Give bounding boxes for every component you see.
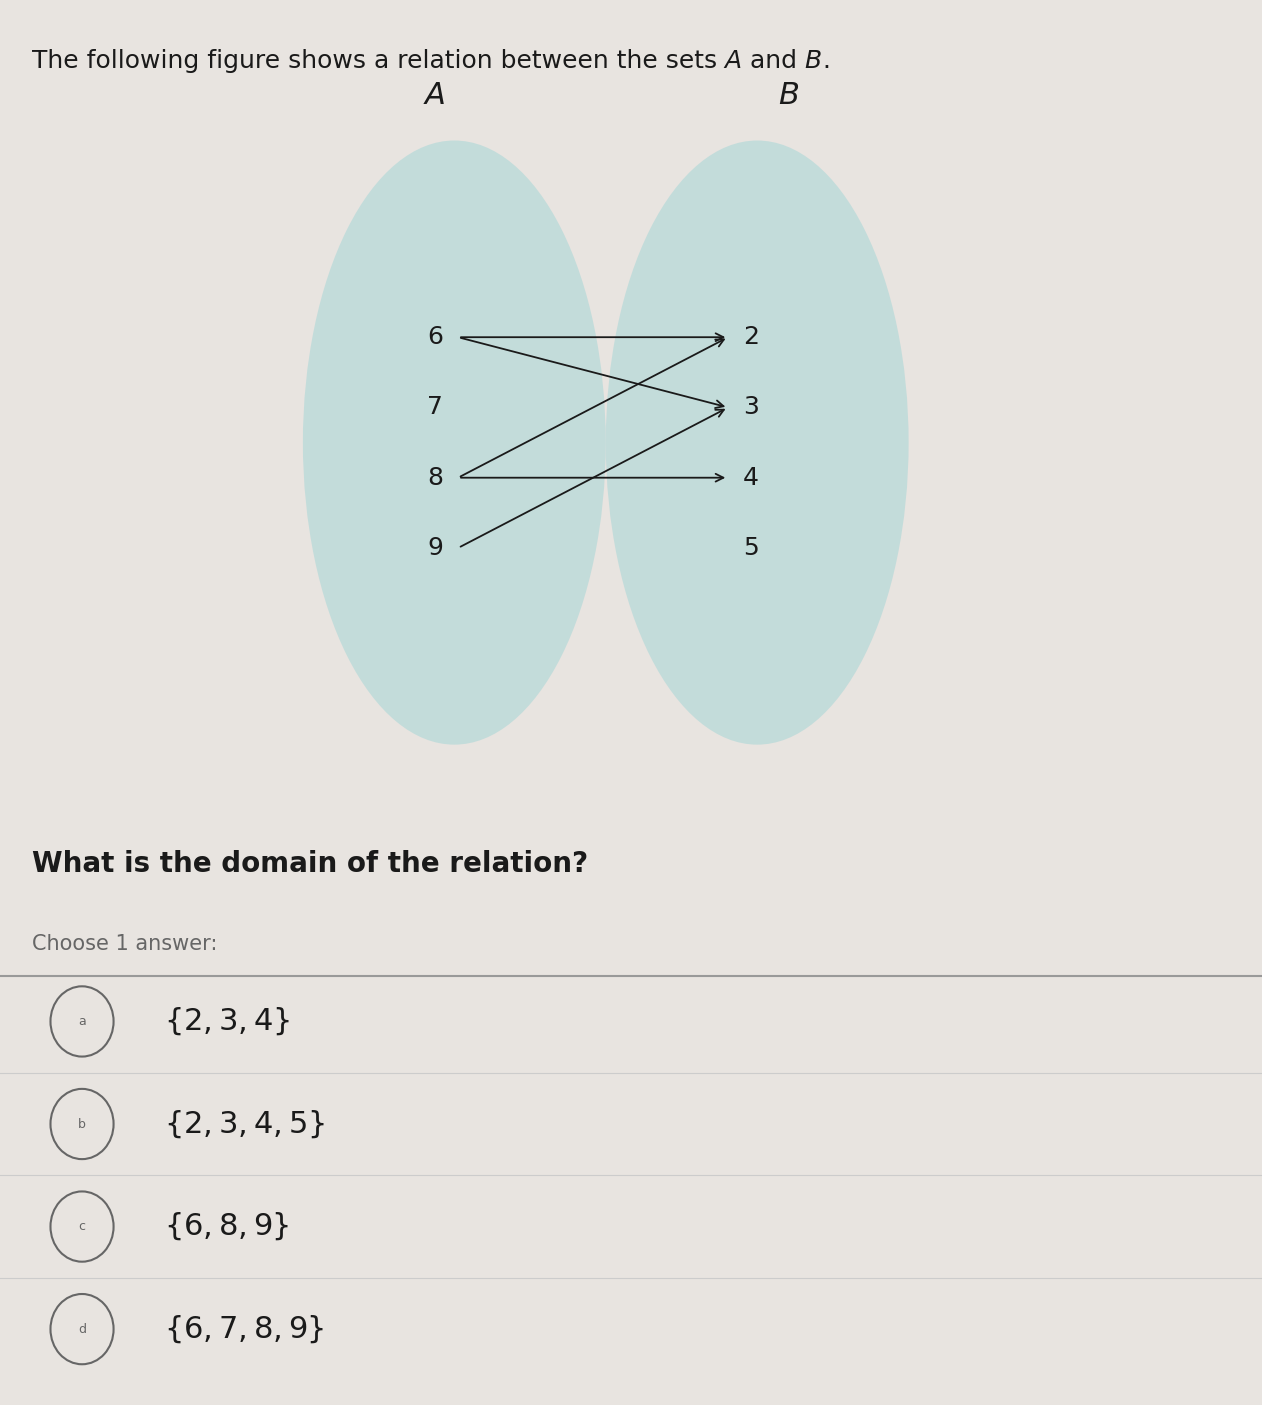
Text: 9: 9 (428, 535, 443, 561)
Text: .: . (822, 49, 830, 73)
Text: B: B (779, 80, 799, 110)
Text: 2: 2 (743, 325, 758, 350)
Text: A: A (425, 80, 445, 110)
Text: $\{6,7,8,9\}$: $\{6,7,8,9\}$ (164, 1314, 324, 1345)
Text: B: B (805, 49, 822, 73)
Text: A: A (724, 49, 742, 73)
Text: 7: 7 (428, 395, 443, 420)
Text: 4: 4 (743, 465, 758, 490)
Text: $\{6,8,9\}$: $\{6,8,9\}$ (164, 1211, 289, 1242)
Text: 3: 3 (743, 395, 758, 420)
Text: Choose 1 answer:: Choose 1 answer: (32, 934, 217, 954)
Text: The following figure shows a relation between the sets: The following figure shows a relation be… (32, 49, 724, 73)
Text: b: b (78, 1117, 86, 1131)
Text: What is the domain of the relation?: What is the domain of the relation? (32, 850, 588, 878)
Text: $\{2,3,4\}$: $\{2,3,4\}$ (164, 1006, 290, 1037)
Text: $\{2,3,4,5\}$: $\{2,3,4,5\}$ (164, 1109, 326, 1139)
Text: a: a (78, 1014, 86, 1028)
Ellipse shape (303, 140, 606, 745)
Text: 5: 5 (743, 535, 758, 561)
Text: c: c (78, 1220, 86, 1234)
Text: 6: 6 (428, 325, 443, 350)
Text: and: and (742, 49, 805, 73)
Ellipse shape (606, 140, 909, 745)
Text: d: d (78, 1322, 86, 1336)
Text: 8: 8 (428, 465, 443, 490)
